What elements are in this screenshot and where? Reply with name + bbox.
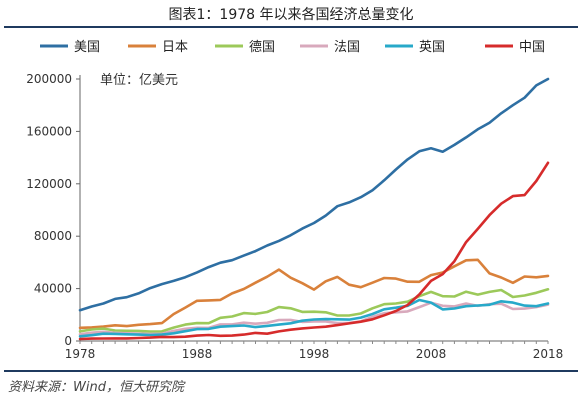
y-axis: 0 40000 80000 120000 160000 200000 — [26, 72, 80, 348]
legend-label: 德国 — [249, 40, 275, 55]
x-tick-label: 1998 — [299, 347, 330, 361]
series-layer — [80, 79, 548, 339]
y-tick-label: 160000 — [26, 124, 72, 138]
x-axis: 1978 1988 1998 2008 2018 — [65, 341, 564, 361]
legend-item-2: 日本 — [128, 40, 188, 55]
y-tick-label: 80000 — [34, 229, 72, 243]
source-rule — [4, 370, 578, 372]
series-line-1 — [80, 79, 548, 310]
y-tick-label: 0 — [64, 334, 72, 348]
y-tick-label: 40000 — [34, 282, 72, 296]
source-note: 资料来源：Wind，恒大研究院 — [8, 376, 184, 395]
legend-label: 英国 — [419, 40, 445, 55]
legend-item-5: 英国 — [385, 40, 445, 55]
x-tick-label: 2008 — [416, 347, 447, 361]
legend-item-3: 德国 — [215, 40, 275, 55]
legend-item-4: 法国 — [300, 40, 360, 55]
y-tick-label: 120000 — [26, 177, 72, 191]
legend-item-1: 美国 — [40, 40, 100, 55]
unit-label: 单位：亿美元 — [100, 73, 178, 88]
x-tick-label: 2018 — [533, 347, 564, 361]
y-tick-label: 200000 — [26, 72, 72, 86]
legend-label: 中国 — [519, 40, 545, 55]
x-tick-label: 1978 — [65, 347, 96, 361]
x-tick-label: 1988 — [182, 347, 213, 361]
legend: 美国 日本 德国 法国 英国 中国 — [40, 40, 545, 55]
legend-label: 美国 — [74, 40, 100, 55]
legend-item-6: 中国 — [485, 40, 545, 55]
legend-label: 法国 — [334, 40, 360, 55]
legend-label: 日本 — [162, 40, 188, 55]
